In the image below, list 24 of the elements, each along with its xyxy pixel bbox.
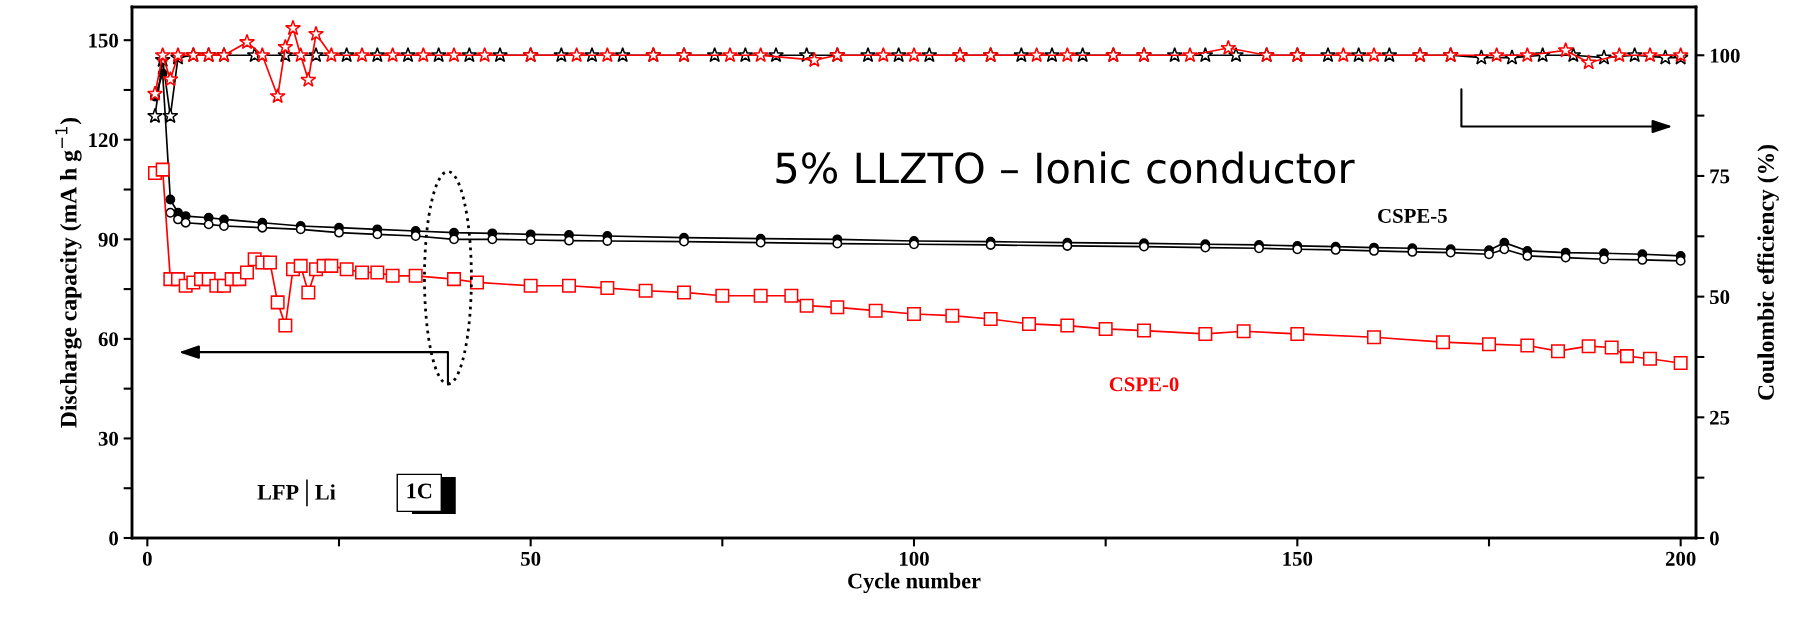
y2-tick-label: 50 — [1710, 290, 1730, 305]
y-tick-label: 150 — [89, 33, 119, 48]
y2-tick-label: 75 — [1710, 169, 1730, 184]
annotation: 5% LLZTO – Ionic conductor — [776, 151, 1355, 184]
y-tick-label: 60 — [98, 332, 119, 347]
y2-tick-label: 0 — [1709, 531, 1719, 546]
x-tick-label: 50 — [521, 551, 541, 566]
x-tick-label: 0 — [142, 551, 152, 566]
annotation: LFP│Li — [257, 479, 336, 507]
y-tick-label: 0 — [109, 531, 119, 546]
y-tick-label: 120 — [89, 133, 119, 148]
x-tick-label: 100 — [900, 551, 929, 566]
y2-axis-title: Coulombic efficiency (%) — [1757, 145, 1779, 400]
series-label: CSPE-5 — [1378, 208, 1447, 223]
y2-tick-label: 25 — [1710, 410, 1730, 425]
y-tick-label: 30 — [98, 431, 119, 446]
x-tick-label: 200 — [1665, 551, 1696, 566]
x-tick-label: 150 — [1283, 551, 1313, 566]
y-tick-label: 90 — [98, 232, 119, 247]
annotation: 1C — [407, 483, 432, 499]
y-axis-title: Discharge capacity (mA h g$^{−1}$) — [55, 118, 82, 428]
x-axis-title: Cycle number — [848, 572, 981, 594]
text: CSPE-0 — [1109, 377, 1179, 392]
y2-tick-label: 100 — [1710, 48, 1740, 63]
